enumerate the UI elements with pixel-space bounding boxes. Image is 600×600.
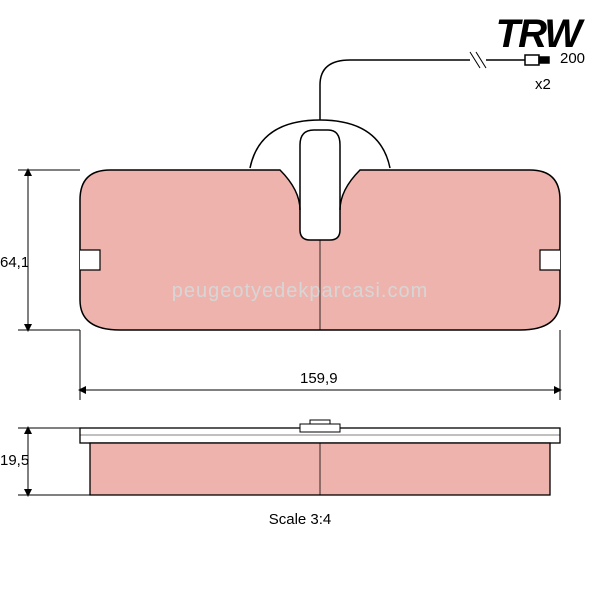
qty-label: x2	[535, 76, 551, 93]
dim-wire-label: 200	[560, 50, 585, 67]
diagram-stage: TRW 64,1 159,9 19,5 200 x2 peugeotyedekp…	[0, 0, 600, 600]
dim-width-label: 159,9	[300, 370, 338, 387]
scale-label: Scale 3:4	[269, 511, 332, 528]
side-view	[80, 420, 560, 495]
dim-height	[18, 170, 80, 330]
technical-drawing-svg	[0, 0, 600, 600]
dim-width	[80, 330, 560, 400]
dim-thickness-label: 19,5	[0, 452, 29, 469]
front-view	[80, 120, 560, 330]
dim-height-label: 64,1	[0, 254, 29, 271]
sensor-wire	[320, 52, 549, 120]
